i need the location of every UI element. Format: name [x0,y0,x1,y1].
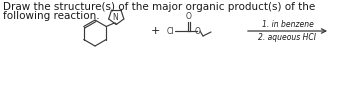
Text: 1. in benzene: 1. in benzene [261,20,314,29]
Text: following reaction.: following reaction. [3,11,100,21]
Text: +: + [150,26,160,36]
Text: 2. aqueous HCI: 2. aqueous HCI [259,33,316,42]
Text: O: O [195,27,201,36]
Text: Cl: Cl [167,27,174,36]
Text: Draw the structure(s) of the major organic product(s) of the: Draw the structure(s) of the major organ… [3,2,315,12]
Text: N: N [112,12,118,21]
Text: O: O [186,12,192,21]
